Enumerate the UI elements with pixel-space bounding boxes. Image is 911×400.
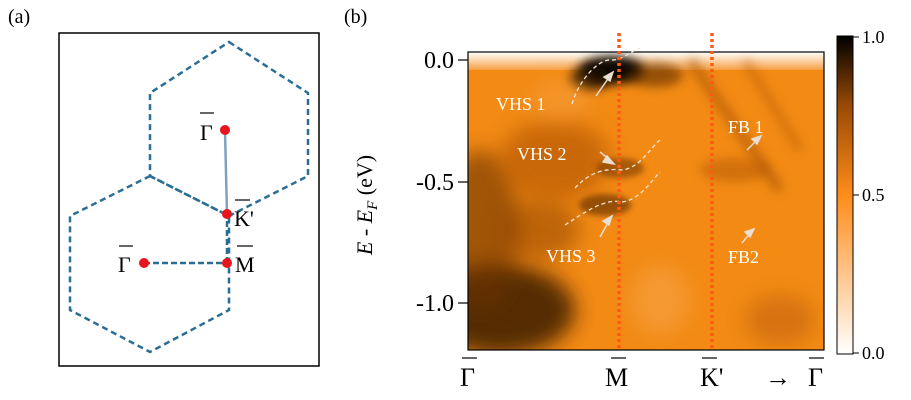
arpes-heatmap xyxy=(468,52,824,350)
fb1-label: FB 1 xyxy=(728,117,764,137)
colorbar-tick-mid: 0.5 xyxy=(862,185,885,205)
x-label-k-prime: K' xyxy=(700,363,723,392)
path-k-gamma xyxy=(223,130,229,215)
colorbar-tick-min: 0.0 xyxy=(862,343,885,363)
m-label: M xyxy=(235,252,255,277)
x-label-arrow: → xyxy=(765,363,791,392)
panel-b-label: (b) xyxy=(344,6,367,28)
band-guides xyxy=(564,47,661,226)
x-label-gamma-start: Γ xyxy=(460,363,475,392)
brillouin-zone-lower xyxy=(68,174,231,354)
k-prime-point xyxy=(222,209,232,219)
gamma-label-top: Γ xyxy=(200,120,213,145)
vhs1-label: VHS 1 xyxy=(496,94,546,114)
ytick-0: 0.0 xyxy=(424,48,454,74)
panel-a-frame xyxy=(58,32,320,367)
colorbar xyxy=(836,35,854,355)
plot-frame xyxy=(467,51,825,351)
gamma-point-left xyxy=(139,258,149,268)
panel-a-label: (a) xyxy=(8,6,30,28)
y-axis-title: E - EF (eV) xyxy=(352,155,381,256)
x-label-gamma-end: Γ xyxy=(808,363,823,392)
vhs3-label: VHS 3 xyxy=(546,246,596,266)
k-prime-label: K' xyxy=(234,206,254,231)
gamma-point-top xyxy=(220,125,230,135)
annotation-arrows xyxy=(595,70,763,244)
x-label-m: M xyxy=(605,363,628,392)
gamma-label-left: Γ xyxy=(118,252,131,277)
m-point xyxy=(222,258,232,268)
colorbar-tick-max: 1.0 xyxy=(862,27,885,47)
ytick-neg05: -0.5 xyxy=(416,170,454,196)
vhs2-label: VHS 2 xyxy=(517,144,567,164)
fb2-label: FB2 xyxy=(728,247,759,267)
ytick-neg1: -1.0 xyxy=(416,291,454,317)
